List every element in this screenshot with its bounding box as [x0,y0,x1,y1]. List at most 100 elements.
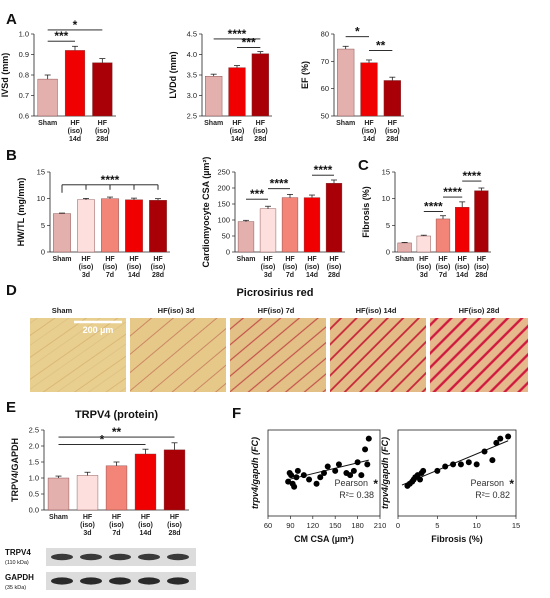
data-point [332,467,339,474]
y-tick-label: 50 [222,232,230,241]
blot-size-gapdh: (35 kDa) [5,585,26,591]
x-tick-label: 10 [472,521,480,530]
category-label: Sham [52,256,71,263]
category-label: 14d [363,136,375,143]
y-tick-label: 150 [217,200,230,209]
category-label: (iso) [385,128,400,135]
y-tick-label: 0 [41,248,45,257]
y-tick-label: 10 [37,194,45,203]
significance-label: **** [270,177,289,191]
data-point [293,474,300,481]
category-label: HF [329,256,339,263]
significance-label: **** [462,169,481,183]
category-label: 3d [83,530,91,537]
histology-label-28d: HF(iso) 28d [459,306,500,315]
category-label: (iso) [167,522,182,529]
x-tick-label: 0 [396,521,400,530]
significance-label: *** [54,29,68,43]
category-label: HF [105,256,115,263]
stat-label: Pearson [334,478,368,488]
bar [77,199,95,253]
category-label: 28d [328,272,340,279]
histology-label-7d: HF(iso) 7d [258,306,295,315]
data-point [505,433,512,440]
data-point [364,461,371,468]
category-label: Sham [38,120,57,127]
bar [281,197,299,253]
category-label: 28d [96,136,108,143]
bar [134,453,157,511]
y-tick-label: 0 [386,248,390,257]
x-tick-label: 15 [512,521,520,530]
category-label: (iso) [79,264,94,271]
y-axis-label: IVSd (mm) [0,53,10,98]
data-point [288,472,295,479]
blot-band-gapdh [51,577,73,585]
category-label: HF [307,256,317,263]
category-label: (iso) [109,522,124,529]
data-point [365,435,372,442]
data-point [324,463,331,470]
bar [64,50,86,117]
category-label: HF [364,120,374,127]
y-tick-label: 0 [226,248,230,257]
data-point [306,476,313,483]
category-label: (iso) [151,264,166,271]
category-label: HF [477,256,487,263]
category-label: (iso) [253,128,268,135]
x-tick-label: 60 [264,521,272,530]
category-label: HF [419,256,429,263]
histology-label-sham: Sham [52,306,73,315]
category-label: 14d [69,136,81,143]
category-label: (iso) [230,128,245,135]
y-axis-label: LVDd (mm) [168,51,178,98]
histology-title: Picrosirius red [236,287,313,299]
category-label: 7d [106,272,114,279]
category-label: 28d [152,272,164,279]
category-label: (iso) [283,264,298,271]
x-tick-label: 120 [307,521,320,530]
category-label: HF [256,120,266,127]
category-label: (iso) [416,264,431,271]
category-label: (iso) [138,522,153,529]
category-label: HF [232,120,242,127]
bar [105,465,128,511]
significance-label: *** [250,187,264,201]
category-label: (iso) [305,264,320,271]
data-point [450,461,457,468]
blot-band-trpv4 [80,553,102,561]
bar [360,62,378,117]
category-label: 7d [439,272,447,279]
data-point [354,459,361,466]
y-tick-label: 2.5 [29,426,39,435]
y-tick-label: 15 [382,168,390,177]
category-label: (iso) [362,128,377,135]
y-tick-label: 0.5 [29,490,39,499]
y-tick-label: 60 [321,84,329,93]
y-tick-label: 0.6 [19,112,29,121]
significance-label: * [73,18,78,32]
y-tick-label: 0.7 [19,91,29,100]
category-label: 7d [112,530,120,537]
y-tick-label: 1.5 [29,458,39,467]
y-tick-label: 200 [217,184,230,193]
x-axis-label: Fibrosis (%) [431,534,483,544]
y-tick-label: 10 [382,194,390,203]
category-label: HF [438,256,448,263]
bar [37,78,58,117]
category-label: Sham [395,256,414,263]
y-tick-label: 70 [321,57,329,66]
data-point [489,457,496,464]
scale-bar-label: 200 µm [83,325,114,335]
panel-letter-a: A [6,11,17,28]
plot-frame [397,429,517,517]
bar [383,80,401,117]
blot-size-trpv4: (110 kDa) [5,560,29,566]
significance-label: **** [443,185,462,199]
chart-f2: 0 5 10 15 Fibrosis (%) trpv4/gapdh (FC) Pearso… [380,429,520,544]
category-label: (iso) [455,264,470,271]
